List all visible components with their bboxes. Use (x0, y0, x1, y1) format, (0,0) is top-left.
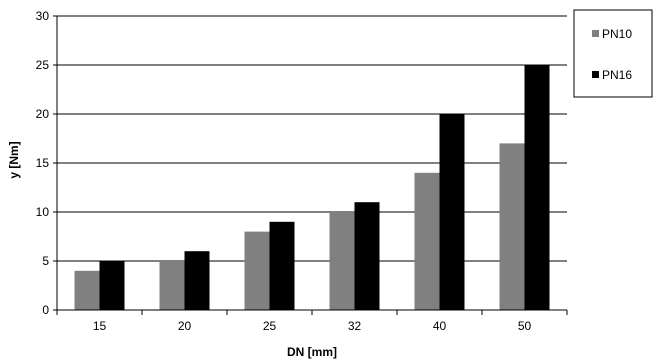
x-axis-title: DN [mm] (287, 345, 337, 359)
y-tick-label: 5 (42, 254, 49, 268)
bar-pn16-40 (439, 114, 465, 310)
bar-pn16-50 (524, 65, 550, 310)
x-tick-label: 25 (263, 319, 277, 333)
y-tick-label: 15 (36, 156, 50, 170)
y-tick-labels: 0 5 10 15 20 25 30 (36, 9, 50, 317)
bar-pn16-25 (269, 221, 295, 310)
bar-pn10-20 (159, 261, 185, 310)
y-axis-title: y [Nm] (7, 141, 21, 178)
legend-label-pn16: PN16 (602, 68, 632, 82)
axes (53, 15, 568, 315)
legend: PN10 PN16 (573, 9, 653, 98)
bar-pn16-32 (354, 202, 380, 310)
x-tick-label: 20 (178, 319, 192, 333)
bar-pn10-50 (499, 143, 525, 310)
bar-pn16-15 (99, 261, 125, 310)
gridlines (57, 15, 567, 262)
bar-pn10-40 (414, 172, 440, 310)
bar-pn10-15 (74, 270, 100, 310)
y-tick-label: 30 (36, 9, 50, 23)
x-tick-label: 15 (93, 319, 107, 333)
x-tick-label: 40 (433, 319, 447, 333)
legend-swatch-pn10 (592, 30, 599, 37)
x-tick-label: 32 (348, 319, 362, 333)
y-tick-label: 20 (36, 107, 50, 121)
legend-box (573, 9, 653, 98)
x-tick-label: 50 (518, 319, 532, 333)
x-tick-labels: 15 20 25 32 40 50 (93, 319, 532, 333)
bar-pn10-32 (329, 212, 355, 310)
bar-pn10-25 (244, 231, 270, 310)
y-tick-label: 0 (42, 303, 49, 317)
bar-pn16-20 (184, 251, 210, 310)
y-tick-label: 25 (36, 58, 50, 72)
y-tick-label: 10 (36, 205, 50, 219)
bars (74, 65, 550, 310)
legend-label-pn10: PN10 (602, 27, 632, 41)
legend-swatch-pn16 (592, 71, 599, 78)
